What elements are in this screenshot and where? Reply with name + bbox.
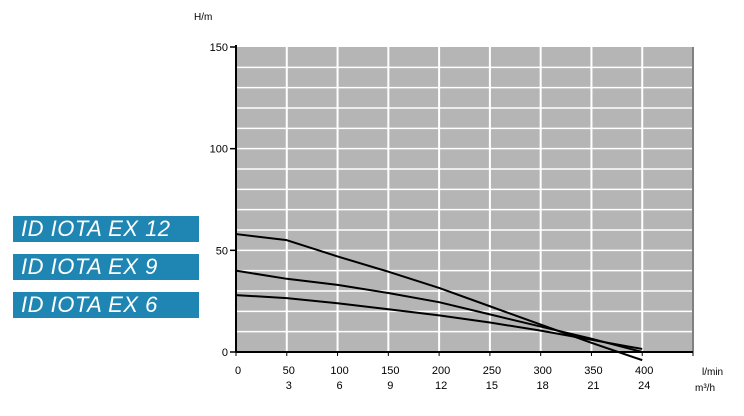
x-tick-label-secondary: 12 — [435, 380, 447, 392]
grid-lines — [236, 47, 694, 352]
y-tick-label: 100 — [210, 144, 228, 156]
x-tick-label-primary: 350 — [584, 365, 602, 377]
x-tick-label-secondary: 18 — [537, 380, 549, 392]
x-tick-label-primary: 0 — [235, 365, 241, 377]
x-tick-label-secondary: 21 — [587, 380, 599, 392]
x-tick-label-secondary: 3 — [286, 380, 292, 392]
x-tick-label-secondary: 6 — [336, 380, 342, 392]
legend-item-ex12: ID IOTA EX 12 — [13, 216, 199, 242]
curve-id-iota-ex-9 — [235, 269, 643, 353]
legend-item-ex6: ID IOTA EX 6 — [13, 292, 199, 318]
performance-curves — [235, 233, 643, 362]
x-tick-label-primary: 400 — [635, 365, 653, 377]
y-tick-label: 50 — [216, 245, 228, 257]
x-tick-label-primary: 50 — [283, 365, 295, 377]
x-tick-label-secondary: 24 — [638, 380, 650, 392]
y-tick-labels: 0 50 100 150 — [210, 42, 228, 359]
y-axis-label: H/m — [194, 12, 212, 23]
x-tick-label-secondary: 9 — [387, 380, 393, 392]
curve-id-iota-ex-6 — [235, 294, 643, 350]
x-tick-label-primary: 200 — [432, 365, 450, 377]
x-tick-label-primary: 150 — [381, 365, 399, 377]
x-tick-label-secondary: 15 — [486, 380, 498, 392]
x-tick-label-primary: 100 — [330, 365, 348, 377]
y-tick-label: 150 — [210, 42, 228, 54]
plot-background — [236, 47, 693, 352]
x-tick-labels: 0 50 3 100 6 150 9 200 12 250 15 300 18 350 21 400 24 — [235, 365, 653, 392]
x-axis-label-primary: l/min — [702, 367, 723, 378]
x-tick-label-primary: 300 — [533, 365, 551, 377]
x-tick-label-primary: 250 — [483, 365, 501, 377]
y-tick-label: 0 — [222, 347, 228, 359]
legend-item-ex9: ID IOTA EX 9 — [13, 254, 199, 280]
x-axis-label-secondary: m³/h — [695, 383, 715, 394]
